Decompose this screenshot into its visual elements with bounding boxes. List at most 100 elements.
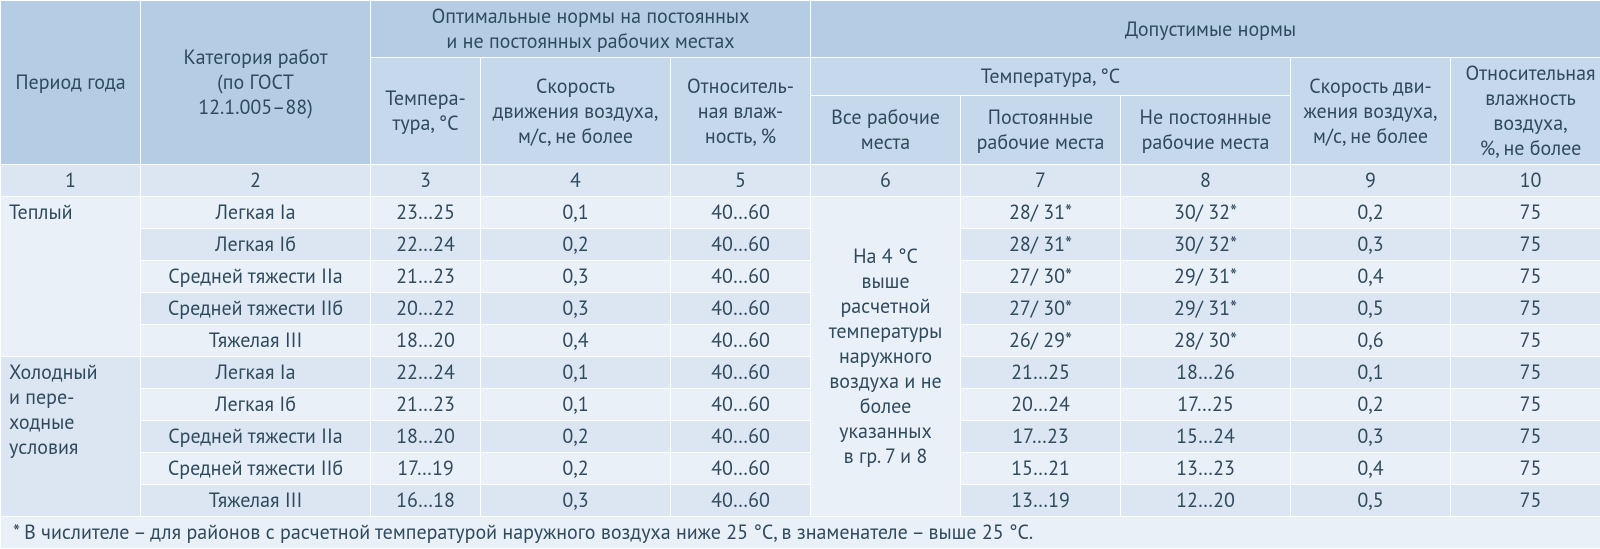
cell-t8: 28/ 30* <box>1121 325 1291 357</box>
cell-v2: 0,1 <box>1291 357 1451 389</box>
cell-t7: 17…23 <box>961 421 1121 453</box>
hdr-perm-humidity: Относительнаявлажность воздуха,%, не бол… <box>1451 58 1600 165</box>
cell-cat: Тяжелая III <box>141 325 371 357</box>
table-row: Теплый Легкая Iа 23…25 0,1 40…60 На 4 °С… <box>1 197 1600 229</box>
cell-t: 21…23 <box>371 261 481 293</box>
cell-v2: 0,5 <box>1291 485 1451 517</box>
table-row: Средней тяжести IIа 21…23 0,3 40…60 27/ … <box>1 261 1600 293</box>
hdr-perm-temp-group: Температура, °С <box>811 58 1291 96</box>
cell-v: 0,1 <box>481 197 671 229</box>
table-row: Средней тяжести IIб 17…19 0,2 40…60 15…2… <box>1 453 1600 485</box>
cell-h2: 75 <box>1451 197 1600 229</box>
hdr-perm-temp-all: Все рабочиеместа <box>811 96 961 165</box>
cell-cat: Средней тяжести IIа <box>141 421 371 453</box>
header-row-1: Период года Категория работ(по ГОСТ12.1.… <box>1 1 1600 58</box>
cell-v: 0,2 <box>481 421 671 453</box>
cell-t8: 30/ 32* <box>1121 229 1291 261</box>
period-warm: Теплый <box>1 197 141 357</box>
cell-t8: 29/ 31* <box>1121 261 1291 293</box>
cell-v: 0,1 <box>481 357 671 389</box>
cell-t: 16…18 <box>371 485 481 517</box>
cell-v2: 0,4 <box>1291 453 1451 485</box>
cell-t: 23…25 <box>371 197 481 229</box>
cell-t8: 18…26 <box>1121 357 1291 389</box>
cell-t8: 30/ 32* <box>1121 197 1291 229</box>
cell-cat: Средней тяжести IIб <box>141 293 371 325</box>
cell-t: 17…19 <box>371 453 481 485</box>
cell-t7: 28/ 31* <box>961 229 1121 261</box>
norms-table: Период года Категория работ(по ГОСТ12.1.… <box>0 0 1600 549</box>
colnum-7: 7 <box>961 165 1121 197</box>
cell-cat: Легкая Iа <box>141 197 371 229</box>
colnum-5: 5 <box>671 165 811 197</box>
cell-v: 0,3 <box>481 293 671 325</box>
cell-h2: 75 <box>1451 389 1600 421</box>
table-row: Тяжелая III 18…20 0,4 40…60 26/ 29* 28/ … <box>1 325 1600 357</box>
cell-h2: 75 <box>1451 261 1600 293</box>
cell-t: 18…20 <box>371 325 481 357</box>
cell-t8: 29/ 31* <box>1121 293 1291 325</box>
cell-h: 40…60 <box>671 293 811 325</box>
cell-t8: 12…20 <box>1121 485 1291 517</box>
cell-v2: 0,6 <box>1291 325 1451 357</box>
cell-v2: 0,3 <box>1291 421 1451 453</box>
footnote: * В числителе – для районов с расчетной … <box>1 517 1600 549</box>
cell-h: 40…60 <box>671 325 811 357</box>
footnote-row: * В числителе – для районов с расчетной … <box>1 517 1600 549</box>
cell-cat: Легкая Iа <box>141 357 371 389</box>
colnum-10: 10 <box>1451 165 1600 197</box>
colnum-row: 1 2 3 4 5 6 7 8 9 10 <box>1 165 1600 197</box>
cell-t: 22…24 <box>371 229 481 261</box>
cell-v: 0,1 <box>481 389 671 421</box>
hdr-opt-humidity: Относитель-ная влаж-ность, % <box>671 58 811 165</box>
colnum-9: 9 <box>1291 165 1451 197</box>
cell-v2: 0,4 <box>1291 261 1451 293</box>
hdr-opt-speed: Скоростьдвижения воздуха,м/с, не более <box>481 58 671 165</box>
cell-h: 40…60 <box>671 357 811 389</box>
cell-v: 0,3 <box>481 261 671 293</box>
cell-cat: Средней тяжести IIб <box>141 453 371 485</box>
table-row: Холодныйи пере-ходныеусловия Легкая Iа 2… <box>1 357 1600 389</box>
period-cold: Холодныйи пере-ходныеусловия <box>1 357 141 517</box>
cell-t7: 13…19 <box>961 485 1121 517</box>
cell-h2: 75 <box>1451 229 1600 261</box>
cell-t7: 15…21 <box>961 453 1121 485</box>
colnum-3: 3 <box>371 165 481 197</box>
cell-v2: 0,5 <box>1291 293 1451 325</box>
cell-h: 40…60 <box>671 261 811 293</box>
colnum-2: 2 <box>141 165 371 197</box>
cell-t7: 21…25 <box>961 357 1121 389</box>
cell-h: 40…60 <box>671 421 811 453</box>
cell-v2: 0,3 <box>1291 229 1451 261</box>
hdr-period: Период года <box>1 1 141 165</box>
colnum-6: 6 <box>811 165 961 197</box>
table-row: Тяжелая III 16…18 0,3 40…60 13…19 12…20 … <box>1 485 1600 517</box>
colnum-8: 8 <box>1121 165 1291 197</box>
cell-h2: 75 <box>1451 453 1600 485</box>
cell-v: 0,4 <box>481 325 671 357</box>
hdr-perm-temp-nonconst: Не постоянныерабочие места <box>1121 96 1291 165</box>
colnum-4: 4 <box>481 165 671 197</box>
cell-h2: 75 <box>1451 421 1600 453</box>
cell-h2: 75 <box>1451 293 1600 325</box>
cell-t7: 27/ 30* <box>961 293 1121 325</box>
hdr-category: Категория работ(по ГОСТ12.1.005–88) <box>141 1 371 165</box>
cell-h: 40…60 <box>671 453 811 485</box>
table-row: Легкая Iб 22…24 0,2 40…60 28/ 31* 30/ 32… <box>1 229 1600 261</box>
cell-h2: 75 <box>1451 485 1600 517</box>
cell-cat: Легкая Iб <box>141 389 371 421</box>
cell-t: 18…20 <box>371 421 481 453</box>
cell-cat: Средней тяжести IIа <box>141 261 371 293</box>
table-row: Средней тяжести IIа 18…20 0,2 40…60 17…2… <box>1 421 1600 453</box>
cell-v2: 0,2 <box>1291 197 1451 229</box>
cell-t8: 15…24 <box>1121 421 1291 453</box>
cell-t7: 28/ 31* <box>961 197 1121 229</box>
cell-t7: 26/ 29* <box>961 325 1121 357</box>
hdr-perm-temp-const: Постоянныерабочие места <box>961 96 1121 165</box>
cell-cat: Легкая Iб <box>141 229 371 261</box>
hdr-opt-temp: Темпера-тура, °С <box>371 58 481 165</box>
cell-t8: 17…25 <box>1121 389 1291 421</box>
cell-t: 21…23 <box>371 389 481 421</box>
cell-h: 40…60 <box>671 197 811 229</box>
cell-v: 0,3 <box>481 485 671 517</box>
